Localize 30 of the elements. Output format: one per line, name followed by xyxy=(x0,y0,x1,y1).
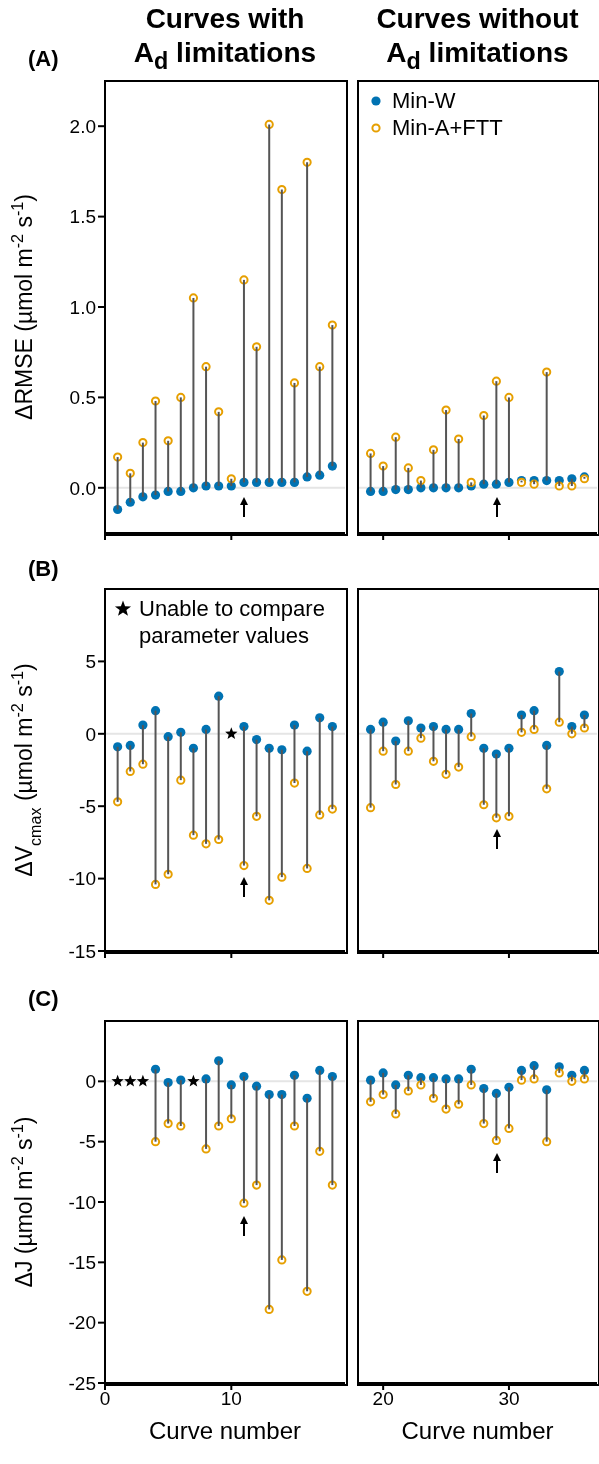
x-tick-label: 30 xyxy=(498,1388,520,1410)
y-tick-label: -10 xyxy=(68,1191,96,1213)
x-tick-label: 10 xyxy=(220,1388,242,1410)
y-tick-label: 5 xyxy=(85,651,96,673)
y-tick-label: 0 xyxy=(85,1071,96,1093)
x-tick-label: 0 xyxy=(99,1388,111,1410)
legend-label: Min-A+FTT xyxy=(392,114,503,141)
chart-title: Curves without A$_{d}$ limitations xyxy=(375,2,580,76)
y-tick-label: 1.5 xyxy=(69,206,96,228)
text: (B) xyxy=(28,556,59,582)
y-tick-label: -15 xyxy=(68,1252,96,1274)
y-tick-label: 0 xyxy=(85,723,96,745)
x-axis-title: Curve number xyxy=(147,1417,303,1445)
y-tick-label: -15 xyxy=(68,940,96,962)
text: (A) xyxy=(28,46,59,72)
y-tick-label: 2.0 xyxy=(69,115,96,137)
chart-title: Curves with A$_{d}$ limitations xyxy=(132,2,318,76)
y-tick-label: -25 xyxy=(68,1372,96,1394)
y-tick-label: 1.0 xyxy=(69,296,96,318)
y-tick-label: -5 xyxy=(79,1131,96,1153)
y-tick-label: 0.0 xyxy=(69,477,96,499)
y-tick-label: 0.5 xyxy=(69,387,96,409)
y-tick-label: -5 xyxy=(79,795,96,817)
text: (C) xyxy=(28,986,59,1012)
x-axis-title: Curve number xyxy=(400,1417,555,1445)
x-tick-label: 20 xyxy=(372,1388,394,1410)
legend-label: Min-W xyxy=(392,87,456,114)
legend-label: Unable to compare parameter values xyxy=(139,595,326,649)
y-tick-label: -20 xyxy=(68,1312,96,1334)
y-tick-label: -10 xyxy=(68,868,96,890)
